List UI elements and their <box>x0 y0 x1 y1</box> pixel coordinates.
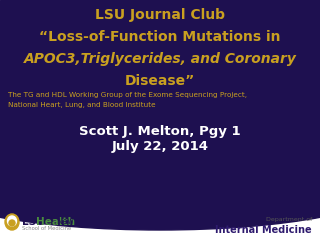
Text: School of Medicine: School of Medicine <box>22 226 71 231</box>
Ellipse shape <box>7 216 17 226</box>
Circle shape <box>9 220 15 226</box>
Text: July 22, 2014: July 22, 2014 <box>111 140 209 153</box>
Text: New Orleans: New Orleans <box>57 217 106 226</box>
Text: Department of: Department of <box>266 217 312 222</box>
Text: LSU: LSU <box>22 217 44 227</box>
Text: APOC3,Triglycerides, and Coronary: APOC3,Triglycerides, and Coronary <box>24 52 296 66</box>
Text: LSU Journal Club: LSU Journal Club <box>95 8 225 22</box>
Bar <box>0 0 320 190</box>
Text: Disease”: Disease” <box>125 74 195 88</box>
Text: National Heart, Lung, and Blood Institute: National Heart, Lung, and Blood Institut… <box>8 102 156 108</box>
Text: The TG and HDL Working Group of the Exome Sequencing Project,: The TG and HDL Working Group of the Exom… <box>8 92 247 98</box>
Text: Health: Health <box>36 217 75 227</box>
Ellipse shape <box>5 214 19 230</box>
Text: “Loss-of-Function Mutations in: “Loss-of-Function Mutations in <box>39 30 281 44</box>
Text: Scott J. Melton, Pgy 1: Scott J. Melton, Pgy 1 <box>79 125 241 138</box>
Ellipse shape <box>0 140 320 230</box>
Text: Internal Medicine: Internal Medicine <box>215 225 312 235</box>
